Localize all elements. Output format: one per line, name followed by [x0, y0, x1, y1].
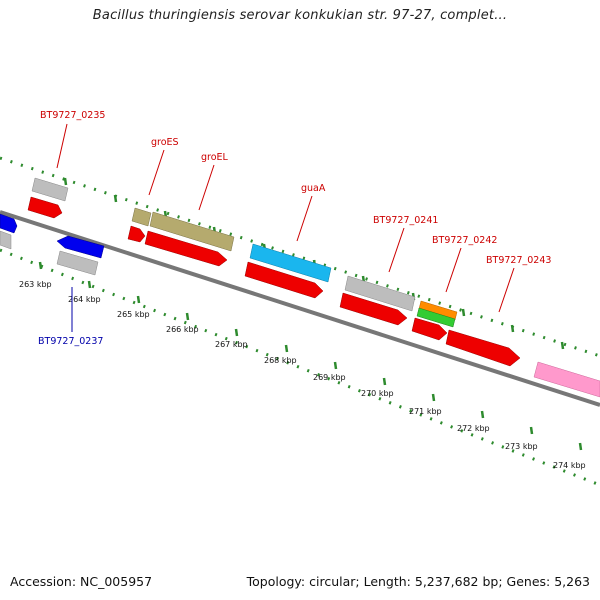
connector-bt9727-0235 — [56, 123, 68, 169]
gene-feature-bt9727-0243[interactable] — [445, 329, 521, 367]
gene-label-bt9727-0241[interactable]: BT9727_0241 — [373, 215, 438, 226]
gene-feature-bt9727-0237[interactable] — [56, 235, 105, 259]
reverse-strand-genes — [0, 213, 105, 276]
tick-label: 270 kbp — [361, 389, 394, 398]
tick-label: 266 kbp — [166, 325, 199, 334]
tick-label: 269 kbp — [313, 373, 346, 382]
gene-label-bt9727-0242[interactable]: BT9727_0242 — [432, 235, 497, 246]
connector-groes — [148, 149, 165, 196]
gene-feature[interactable] — [416, 307, 456, 328]
forward-strand-genes — [27, 177, 600, 398]
gene-label-groel[interactable]: groEL — [201, 152, 229, 163]
gene-feature[interactable] — [56, 250, 99, 276]
connector-groel — [198, 164, 215, 211]
gene-feature[interactable] — [144, 230, 228, 267]
gene-label-bt9727-0237[interactable]: BT9727_0237 — [38, 336, 103, 347]
gene-feature-groel[interactable] — [149, 211, 235, 252]
gene-feature[interactable] — [27, 196, 63, 219]
genome-backbone — [0, 210, 600, 407]
genome-summary-text: Topology: circular; Length: 5,237,682 bp… — [246, 574, 590, 589]
gene-feature-guaa[interactable] — [249, 243, 332, 283]
gene-feature[interactable] — [533, 361, 600, 398]
gene-feature[interactable] — [0, 213, 18, 234]
gene-feature-bt9727-0241[interactable] — [344, 275, 416, 312]
connector-bt9727-0241 — [388, 227, 405, 273]
gene-feature-groes[interactable] — [131, 207, 152, 227]
map-title: Bacillus thuringiensis serovar konkukian… — [92, 8, 508, 23]
gene-feature[interactable] — [411, 317, 448, 341]
accession-text: Accession: NC_005957 — [10, 574, 153, 589]
label-connectors — [56, 123, 515, 332]
gene-feature[interactable] — [0, 230, 12, 250]
tick-label: 273 kbp — [505, 442, 538, 451]
tick-label: 268 kbp — [264, 356, 297, 365]
tick-label: 265 kbp — [117, 310, 150, 319]
gene-labels: BT9727_0235 groES groEL guaA BT9727_0241… — [38, 110, 551, 347]
gene-feature-bt9727-0235[interactable] — [31, 177, 69, 202]
inner-major-ticks — [38, 261, 583, 451]
gene-label-groes[interactable]: groES — [151, 137, 179, 148]
tick-label: 267 kbp — [215, 340, 248, 349]
gene-feature[interactable] — [127, 225, 146, 243]
gene-label-bt9727-0243[interactable]: BT9727_0243 — [486, 255, 551, 266]
connector-guaa — [296, 195, 313, 242]
gene-label-guaa[interactable]: guaA — [301, 183, 326, 194]
tick-label: 274 kbp — [553, 461, 586, 470]
tick-label: 264 kbp — [68, 295, 101, 304]
connector-bt9727-0243 — [498, 267, 515, 313]
tick-labels: 263 kbp 264 kbp 265 kbp 266 kbp 267 kbp … — [19, 280, 586, 470]
tick-label: 271 kbp — [409, 407, 442, 416]
gene-feature[interactable] — [244, 261, 324, 299]
connector-bt9727-0242 — [445, 247, 462, 293]
tick-label: 272 kbp — [457, 424, 490, 433]
gene-label-bt9727-0235[interactable]: BT9727_0235 — [40, 110, 105, 121]
tick-label: 263 kbp — [19, 280, 52, 289]
gene-feature[interactable] — [339, 292, 408, 326]
